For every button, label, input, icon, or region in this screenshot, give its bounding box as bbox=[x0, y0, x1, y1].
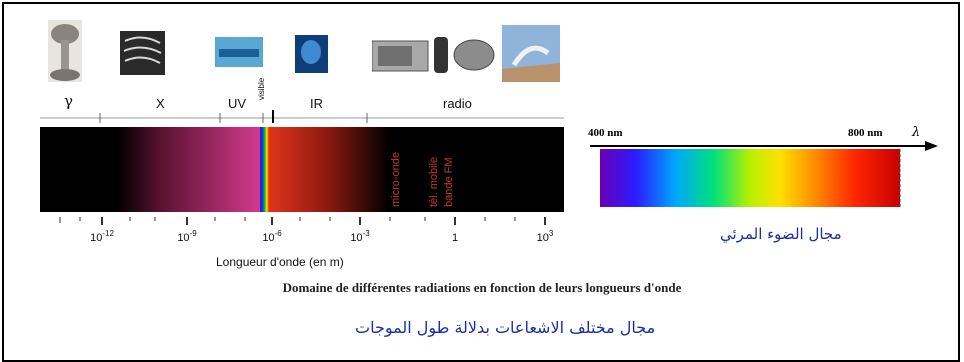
sub-band-fm-label: bande FM bbox=[443, 157, 455, 207]
tick-label-1e-3: 10-3 bbox=[350, 229, 370, 244]
tick-label-1e-12: 10-12 bbox=[90, 229, 114, 244]
figure-caption-fr: Domaine de différentes radiations en fon… bbox=[282, 280, 682, 295]
xray-image-icon bbox=[120, 31, 165, 75]
nuclear-explosion-icon bbox=[48, 20, 82, 82]
band-visible-label: visible bbox=[257, 77, 266, 100]
visible-caption-ar: مجال الضوء المرئي bbox=[720, 225, 842, 243]
figure-caption-ar: مجال مختلف الاشعاعات بدلالة طول الموجات bbox=[355, 318, 656, 337]
band-gamma-label: γ bbox=[64, 92, 73, 110]
lambda-symbol: λ bbox=[912, 125, 921, 140]
tick-label-1: 1 bbox=[451, 232, 459, 244]
wavelength-axis-label: Longueur d'onde (en m) bbox=[216, 255, 344, 269]
sub-band-microwave-label: micro-onde bbox=[390, 151, 402, 207]
infrared-image-icon bbox=[295, 35, 328, 73]
radio-devices-icon bbox=[372, 37, 495, 73]
band-ir-label: IR bbox=[310, 96, 323, 111]
visible-start-label: 400 nm bbox=[588, 127, 623, 139]
sub-band-mobile-label: tél. mobile bbox=[428, 156, 440, 207]
em-spectrum-bar: micro-onde tél. mobile bande FM bbox=[40, 127, 564, 212]
visible-end-label: 800 nm bbox=[848, 127, 883, 139]
visible-axis-arrow bbox=[925, 141, 938, 151]
band-boundary-axis bbox=[40, 110, 564, 123]
radar-antenna-icon bbox=[502, 25, 560, 82]
band-x-label: X bbox=[156, 96, 165, 111]
band-radio-label: radio bbox=[443, 96, 472, 111]
tick-label-1e3: 103 bbox=[536, 229, 554, 244]
wavelength-axis bbox=[59, 217, 546, 225]
band-uv-label: UV bbox=[228, 96, 247, 111]
uv-lamp-icon bbox=[215, 37, 263, 67]
tick-label-1e-9: 10-9 bbox=[177, 229, 197, 244]
visible-spectrum-panel bbox=[590, 141, 938, 207]
visible-gradient bbox=[600, 149, 900, 207]
tick-label-1e-6: 10-6 bbox=[262, 229, 282, 244]
